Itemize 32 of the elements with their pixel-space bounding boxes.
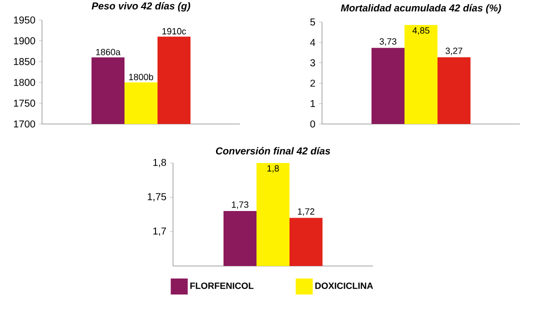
y-tick-label: 4 bbox=[310, 38, 316, 46]
y-tick-label: 1750 bbox=[14, 100, 36, 107]
y-tick-label: 1850 bbox=[14, 58, 36, 66]
data-label: 1800b bbox=[129, 74, 154, 80]
y-tick-label: 1,75 bbox=[148, 193, 166, 202]
legend-label: FLORFENICOL bbox=[190, 282, 254, 289]
y-tick-label: 1800 bbox=[14, 78, 36, 86]
data-label: 1,8 bbox=[267, 165, 279, 173]
y-tick-label: 1,8 bbox=[153, 158, 166, 168]
data-label: 1,73 bbox=[232, 201, 248, 209]
y-tick-label: 1700 bbox=[14, 120, 36, 128]
bar bbox=[404, 25, 438, 124]
data-label: 1910c bbox=[162, 28, 186, 34]
data-label: 3,73 bbox=[380, 38, 396, 46]
legend-label: DOXICICLINA bbox=[315, 282, 374, 289]
y-tick-label: 3 bbox=[310, 59, 316, 66]
bar bbox=[372, 48, 404, 124]
y-tick-label: 1,7 bbox=[153, 228, 166, 236]
data-label: 1860a bbox=[96, 48, 121, 56]
y-tick-label: 1950 bbox=[14, 16, 36, 24]
chart-title: Mortalidad acumulada 42 días (%) bbox=[340, 4, 501, 14]
y-tick-label: 0 bbox=[310, 120, 316, 128]
y-tick-label: 5 bbox=[310, 18, 316, 26]
y-tick-label: 2 bbox=[310, 80, 315, 87]
chart-title: Conversión final 42 días bbox=[216, 147, 330, 154]
y-tick-label: 1 bbox=[310, 100, 315, 108]
chart-title: Peso vivo 42 días (g) bbox=[92, 2, 190, 12]
data-label: 4,85 bbox=[412, 27, 430, 35]
bar bbox=[438, 57, 470, 124]
data-label: 3,27 bbox=[446, 48, 462, 56]
y-tick-label: 1900 bbox=[14, 37, 36, 44]
data-label: 1,72 bbox=[298, 208, 314, 216]
